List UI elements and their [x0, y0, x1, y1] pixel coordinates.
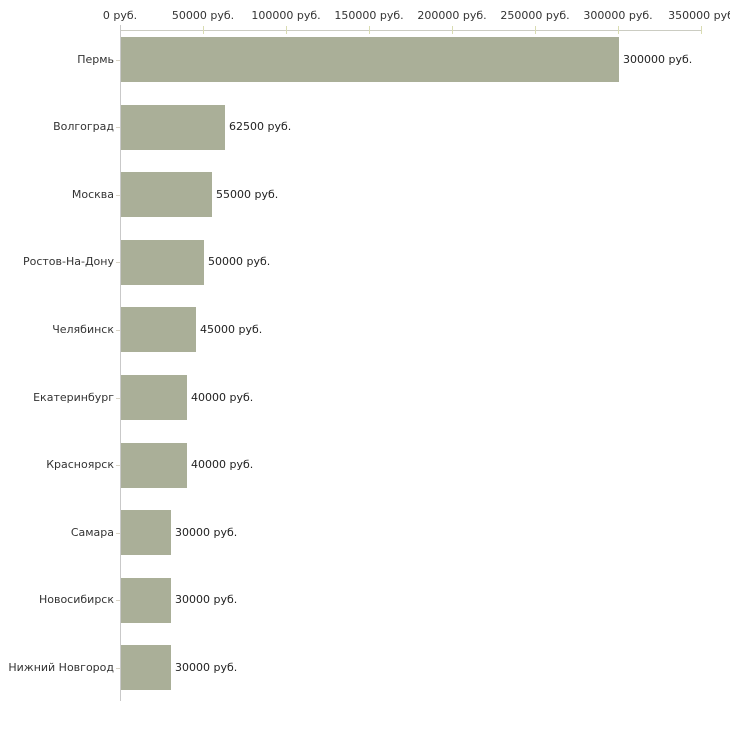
category-label: Челябинск — [52, 322, 114, 336]
category-tick — [116, 600, 120, 601]
bar-value-label: 30000 руб. — [175, 525, 238, 539]
category-label: Пермь — [77, 52, 114, 66]
bar-value-label: 40000 руб. — [191, 390, 254, 404]
bar[interactable] — [121, 645, 171, 691]
x-axis-tick — [618, 26, 619, 34]
category-tick — [116, 398, 120, 399]
x-axis-tick — [369, 26, 370, 34]
category-tick — [116, 127, 120, 128]
x-axis-line — [120, 30, 701, 31]
bar-value-label: 300000 руб. — [623, 52, 693, 66]
x-axis-tick-label: 300000 руб. — [583, 9, 653, 22]
category-label: Москва — [71, 187, 114, 201]
x-axis-tick — [452, 26, 453, 34]
x-axis-tick-label: 100000 руб. — [251, 9, 321, 22]
bar-value-label: 45000 руб. — [200, 322, 263, 336]
y-axis-line — [120, 25, 121, 701]
x-axis-tick — [203, 26, 204, 34]
x-axis-tick-label: 350000 руб — [668, 9, 730, 22]
bar-value-label: 50000 руб. — [208, 255, 271, 269]
bar-value-label: 30000 руб. — [175, 660, 238, 674]
x-axis-tick-label: 50000 руб. — [171, 9, 235, 22]
x-axis-tick-label: 250000 руб. — [500, 9, 570, 22]
bar[interactable] — [121, 375, 187, 420]
bar[interactable] — [121, 307, 196, 353]
bar-value-label: 30000 руб. — [175, 593, 238, 607]
bar[interactable] — [121, 104, 225, 150]
bar-value-label: 55000 руб. — [216, 187, 279, 201]
category-tick — [116, 668, 120, 669]
category-tick — [116, 533, 120, 534]
category-label: Екатеринбург — [33, 390, 114, 404]
category-tick — [116, 262, 120, 263]
bar[interactable] — [121, 577, 171, 623]
bar[interactable] — [121, 239, 204, 285]
category-label: Самара — [70, 525, 114, 539]
x-axis-tick-label: 200000 руб. — [417, 9, 487, 22]
bar-value-label: 40000 руб. — [191, 458, 254, 472]
bar-value-label: 62500 руб. — [229, 120, 292, 134]
category-tick — [116, 195, 120, 196]
x-axis-tick — [286, 26, 287, 34]
x-axis-tick — [535, 26, 536, 34]
category-label: Новосибирск — [38, 593, 114, 607]
category-tick — [116, 465, 120, 466]
category-tick — [116, 60, 120, 61]
x-axis-tick-label: 150000 руб. — [334, 9, 404, 22]
x-axis-tick-label: 0 руб. — [102, 9, 138, 22]
category-tick — [116, 330, 120, 331]
x-axis-tick — [701, 26, 702, 34]
category-label: Красноярск — [46, 458, 114, 472]
category-label: Нижний Новгород — [8, 660, 114, 674]
bar[interactable] — [121, 37, 619, 82]
category-label: Ростов-На-Дону — [22, 255, 114, 269]
bar[interactable] — [121, 172, 212, 218]
bar[interactable] — [121, 442, 187, 488]
category-label: Волгоград — [53, 120, 114, 134]
bar[interactable] — [121, 510, 171, 556]
